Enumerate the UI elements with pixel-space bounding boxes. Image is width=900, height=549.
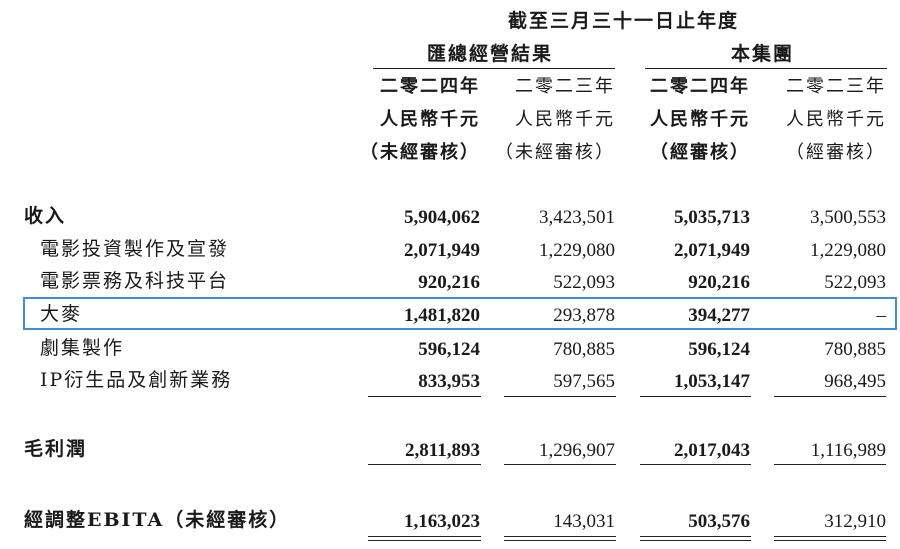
gross-profit-rule-col1 xyxy=(368,464,481,465)
row-gross-profit-col4: 1,116,989 xyxy=(810,440,886,461)
row-ticketing-col3: 920,216 xyxy=(688,272,750,293)
row-damai-col2: 293,878 xyxy=(553,305,615,326)
row-label-drama: 劇集製作 xyxy=(40,337,125,359)
gross-profit-rule-col4 xyxy=(774,464,886,465)
row-ticketing-col4: 522,093 xyxy=(824,272,886,293)
total-rule-top-col3 xyxy=(640,536,751,537)
col1-unit: 人民幣千元 xyxy=(380,109,480,130)
row-damai-col3: 394,277 xyxy=(688,305,750,326)
total-rule-top-col1 xyxy=(368,536,481,537)
row-ip-derivatives-col3: 1,053,147 xyxy=(674,371,750,392)
subtotal-rule-col1 xyxy=(368,396,481,397)
row-film-investment-col2: 1,229,080 xyxy=(539,240,615,261)
row-revenue-col1: 5,904,062 xyxy=(404,207,480,228)
row-drama-col1: 596,124 xyxy=(418,339,480,360)
group-header-right-rule xyxy=(645,68,887,69)
row-damai-col1: 1,481,820 xyxy=(404,305,480,326)
total-rule-top-col4 xyxy=(774,536,886,537)
row-damai-col4: – xyxy=(876,305,887,326)
subtotal-rule-col3 xyxy=(640,396,751,397)
group-header-left-rule xyxy=(373,68,615,69)
col3-unit: 人民幣千元 xyxy=(650,109,750,130)
row-revenue-col4: 3,500,553 xyxy=(810,207,886,228)
subtotal-rule-col2 xyxy=(504,396,616,397)
col4-unit: 人民幣千元 xyxy=(786,109,886,130)
row-drama-col3: 596,124 xyxy=(688,339,750,360)
row-ip-derivatives-col2: 597,565 xyxy=(553,371,615,392)
row-label-adjusted-ebita: 經調整EBITA（未經審核） xyxy=(24,509,291,531)
row-ip-derivatives-col1: 833,953 xyxy=(418,371,480,392)
col4-year: 二零二三年 xyxy=(786,76,886,97)
row-adjusted-ebita-col3: 503,576 xyxy=(688,511,750,532)
row-ticketing-col2: 522,093 xyxy=(553,272,615,293)
col3-audit: （經審核） xyxy=(650,142,750,163)
row-highlight-box xyxy=(23,297,897,330)
row-film-investment-col3: 2,071,949 xyxy=(674,240,750,261)
row-label-film-investment: 電影投資製作及宣發 xyxy=(40,238,230,260)
row-revenue-col3: 5,035,713 xyxy=(674,207,750,228)
row-gross-profit-col3: 2,017,043 xyxy=(674,440,750,461)
row-ticketing-col1: 920,216 xyxy=(418,272,480,293)
row-label-damai: 大麥 xyxy=(40,303,83,325)
row-drama-col4: 780,885 xyxy=(824,339,886,360)
row-label-revenue: 收入 xyxy=(24,205,67,227)
col1-audit: （未經審核） xyxy=(360,142,480,163)
row-ip-derivatives-col4: 968,495 xyxy=(824,371,886,392)
group-header-right: 本集團 xyxy=(731,43,795,65)
row-adjusted-ebita-col1: 1,163,023 xyxy=(404,511,480,532)
row-label-ticketing: 電影票務及科技平台 xyxy=(40,270,230,292)
col4-audit: （經審核） xyxy=(786,142,886,163)
row-film-investment-col4: 1,229,080 xyxy=(810,240,886,261)
col2-unit: 人民幣千元 xyxy=(515,109,615,130)
subtotal-rule-col4 xyxy=(774,396,886,397)
group-header-left: 匯總經營結果 xyxy=(427,43,554,65)
gross-profit-rule-col2 xyxy=(504,464,616,465)
col3-year: 二零二四年 xyxy=(650,76,750,97)
row-film-investment-col1: 2,071,949 xyxy=(404,240,480,261)
row-revenue-col2: 3,423,501 xyxy=(539,207,615,228)
col2-audit: （未經審核） xyxy=(495,142,615,163)
row-adjusted-ebita-col2: 143,031 xyxy=(553,511,615,532)
row-gross-profit-col2: 1,296,907 xyxy=(539,440,615,461)
row-label-gross-profit: 毛利潤 xyxy=(24,438,88,460)
total-rule-top-col2 xyxy=(504,536,616,537)
row-adjusted-ebita-col4: 312,910 xyxy=(824,511,886,532)
col2-year: 二零二三年 xyxy=(515,76,615,97)
total-rule-bottom-col2 xyxy=(504,540,616,541)
row-label-ip-derivatives: IP衍生品及創新業務 xyxy=(40,369,233,391)
total-rule-bottom-col4 xyxy=(774,540,886,541)
period-header: 截至三月三十一日止年度 xyxy=(508,10,740,32)
gross-profit-rule-col3 xyxy=(640,464,751,465)
total-rule-bottom-col3 xyxy=(640,540,751,541)
total-rule-bottom-col1 xyxy=(368,540,481,541)
row-drama-col2: 780,885 xyxy=(553,339,615,360)
row-gross-profit-col1: 2,811,893 xyxy=(405,440,480,461)
col1-year: 二零二四年 xyxy=(380,76,480,97)
